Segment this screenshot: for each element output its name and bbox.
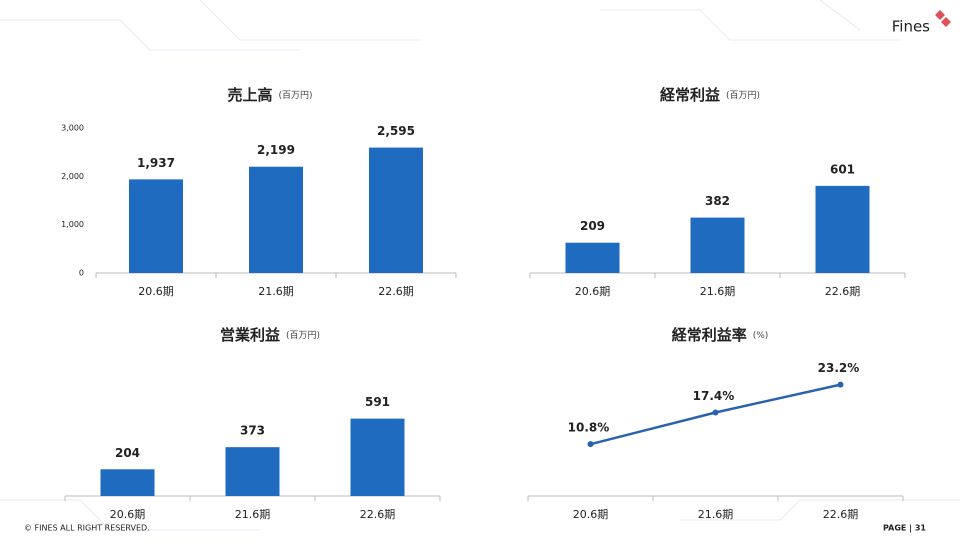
chart-title: 経常利益率 (%) <box>672 326 769 344</box>
chart-title: 売上高 (百万円) <box>227 86 312 104</box>
title-text: 営業利益 <box>220 326 280 344</box>
y-tick-label: 2,000 <box>61 172 84 181</box>
title-unit: (百万円) <box>278 90 312 101</box>
x-tick-label: 20.6期 <box>110 508 146 521</box>
value-label: 209 <box>580 219 605 233</box>
title-unit: (%) <box>753 331 769 341</box>
x-tick-label: 22.6期 <box>360 508 396 521</box>
point <box>712 409 719 416</box>
y-tick-label: 1,000 <box>61 220 84 229</box>
x-tick-label: 22.6期 <box>823 508 859 521</box>
value-label: 23.2% <box>818 361 860 375</box>
value-label: 601 <box>830 162 855 176</box>
point <box>837 381 844 388</box>
y-tick-label: 0 <box>79 269 84 278</box>
page-number: PAGE | 31 <box>883 524 926 533</box>
x-tick-label: 21.6期 <box>235 508 271 521</box>
x-tick-label: 21.6期 <box>258 285 294 298</box>
title-unit: (百万円) <box>726 90 760 101</box>
x-tick-label: 20.6期 <box>575 285 611 298</box>
value-label: 10.8% <box>568 421 610 435</box>
x-tick-label: 22.6期 <box>378 285 414 298</box>
value-label: 1,937 <box>137 156 175 170</box>
x-tick-label: 21.6期 <box>700 285 736 298</box>
title-text: 売上高 <box>227 86 272 104</box>
chart-title: 経常利益 (百万円) <box>660 86 760 104</box>
bar <box>129 179 183 273</box>
bar <box>690 217 745 273</box>
chart-title: 営業利益 (百万円) <box>220 326 320 344</box>
x-tick-label: 20.6期 <box>573 508 609 521</box>
bar <box>815 185 870 273</box>
value-label: 373 <box>240 424 265 438</box>
bar <box>369 147 423 273</box>
x-tick-label: 21.6期 <box>698 508 734 521</box>
title-unit: (百万円) <box>286 330 320 341</box>
title-text: 経常利益 <box>660 86 720 104</box>
value-label: 382 <box>705 194 730 208</box>
bar <box>100 469 155 496</box>
logo-icon <box>935 10 951 27</box>
x-tick-label: 22.6期 <box>825 285 861 298</box>
value-label: 2,595 <box>377 124 415 138</box>
x-tick-label: 20.6期 <box>138 285 174 298</box>
title-text: 経常利益率 <box>672 326 747 344</box>
value-label: 591 <box>365 395 390 409</box>
logo: Fines <box>892 18 930 36</box>
point <box>587 441 594 448</box>
bar <box>249 166 303 273</box>
bar <box>565 242 620 273</box>
value-label: 204 <box>115 446 140 460</box>
value-label: 17.4% <box>693 389 735 403</box>
copyright: © FINES ALL RIGHT RESERVED. <box>24 524 150 533</box>
bar <box>350 418 405 496</box>
y-tick-label: 3,000 <box>61 124 84 133</box>
value-label: 2,199 <box>257 143 295 157</box>
bar <box>225 447 280 496</box>
